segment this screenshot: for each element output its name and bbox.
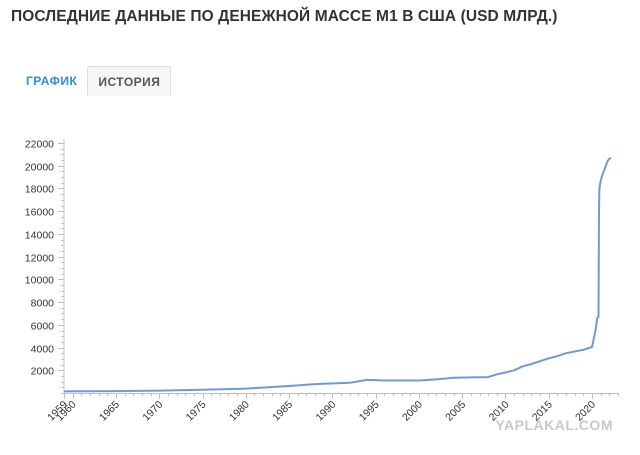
- page-title: ПОСЛЕДНИЕ ДАННЫЕ ПО ДЕНЕЖНОЙ МАССЕ M1 В …: [11, 8, 558, 25]
- y-tick-label: 20000: [25, 162, 54, 174]
- tab-history[interactable]: ИСТОРИЯ: [87, 66, 172, 96]
- watermark-text: YAPLAKAL.COM: [495, 417, 613, 433]
- tab-chart[interactable]: ГРАФИК: [26, 74, 78, 88]
- y-tick-label: 14000: [25, 230, 54, 242]
- x-tick-label: 2005: [443, 399, 468, 424]
- y-tick-label: 18000: [25, 184, 54, 196]
- y-tick-label: 8000: [31, 298, 55, 310]
- x-tick-label: 2000: [400, 399, 425, 424]
- y-tick-label: 22000: [25, 139, 54, 151]
- x-tick-label: 1970: [140, 399, 165, 424]
- tab-bar: ГРАФИК ИСТОРИЯ: [16, 66, 172, 96]
- y-tick-label: 2000: [31, 366, 55, 378]
- x-tick-label: 1990: [313, 399, 338, 424]
- x-tick-label: 1995: [357, 399, 382, 424]
- y-tick-label: 6000: [31, 321, 55, 333]
- x-tick-label: 1965: [97, 399, 122, 424]
- y-tick-label: 16000: [25, 207, 54, 219]
- y-tick-label: 4000: [31, 344, 55, 356]
- y-tick-label: 12000: [25, 253, 54, 265]
- m1-series-line: [63, 156, 612, 393]
- x-tick-label: 1985: [270, 399, 295, 424]
- y-tick-label: 10000: [25, 275, 54, 287]
- x-tick-label: 1980: [227, 399, 252, 424]
- x-tick-label: 1975: [184, 399, 209, 424]
